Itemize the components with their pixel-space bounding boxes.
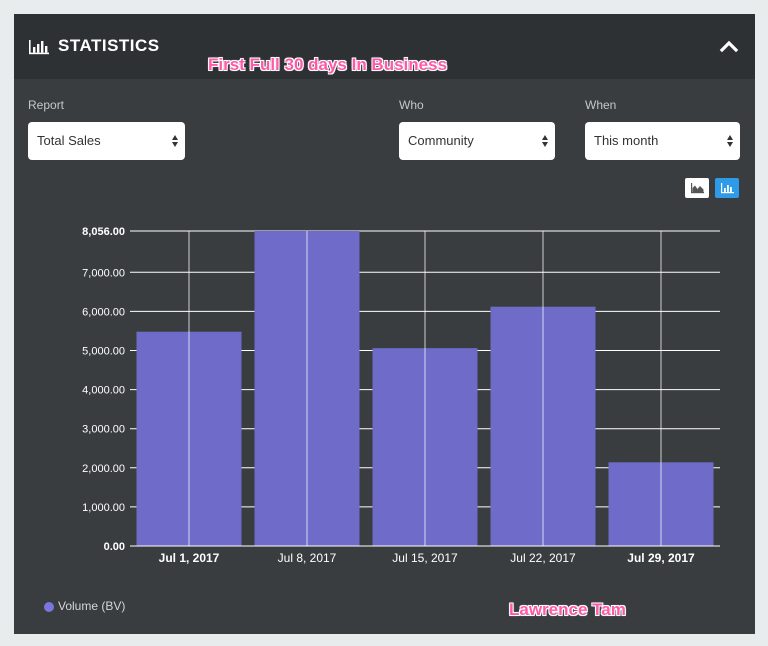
bar-chart-icon: [721, 183, 734, 194]
who-select[interactable]: Community: [399, 122, 555, 160]
y-tick-label: 3,000.00: [82, 424, 125, 436]
who-select-value: Community: [408, 133, 474, 148]
select-arrows-icon: [172, 135, 178, 147]
select-arrows-icon: [727, 135, 733, 147]
report-filter-label: Report: [28, 98, 65, 112]
panel-title: STATISTICS: [58, 36, 160, 55]
x-tick-label: Jul 1, 2017: [159, 551, 220, 565]
legend-marker: [44, 602, 54, 612]
y-tick-label: 1,000.00: [82, 502, 125, 514]
y-tick-label: 2,000.00: [82, 463, 125, 475]
report-select[interactable]: Total Sales: [28, 122, 185, 160]
annotation-title: First Full 30 days In Business: [208, 55, 448, 74]
report-select-value: Total Sales: [37, 133, 101, 148]
x-tick-label: Jul 8, 2017: [278, 551, 337, 565]
legend-label[interactable]: Volume (BV): [58, 599, 126, 613]
when-select-value: This month: [594, 133, 659, 148]
y-tick-label: 0.00: [104, 541, 125, 553]
y-tick-label: 7,000.00: [82, 267, 125, 279]
select-arrows-icon: [542, 135, 548, 147]
panel-header: STATISTICS: [14, 14, 755, 79]
chevron-up-icon[interactable]: [719, 38, 739, 54]
who-filter-label: Who: [399, 98, 424, 112]
x-tick-label: Jul 22, 2017: [510, 551, 576, 565]
x-tick-label: Jul 29, 2017: [627, 551, 695, 565]
y-tick-label: 5,000.00: [82, 345, 125, 357]
area-chart-toggle[interactable]: [685, 178, 709, 198]
x-tick-label: Jul 15, 2017: [392, 551, 458, 565]
bar-chart-toggle[interactable]: [715, 178, 739, 198]
area-chart-icon: [691, 183, 704, 194]
y-tick-label: 4,000.00: [82, 385, 125, 397]
annotation-author: Lawrence Tam: [509, 600, 626, 619]
when-select[interactable]: This month: [585, 122, 740, 160]
when-filter-label: When: [585, 98, 617, 112]
bar-chart-icon: [29, 40, 49, 55]
y-tick-label: 8,056.00: [82, 226, 125, 238]
y-tick-label: 6,000.00: [82, 306, 125, 318]
